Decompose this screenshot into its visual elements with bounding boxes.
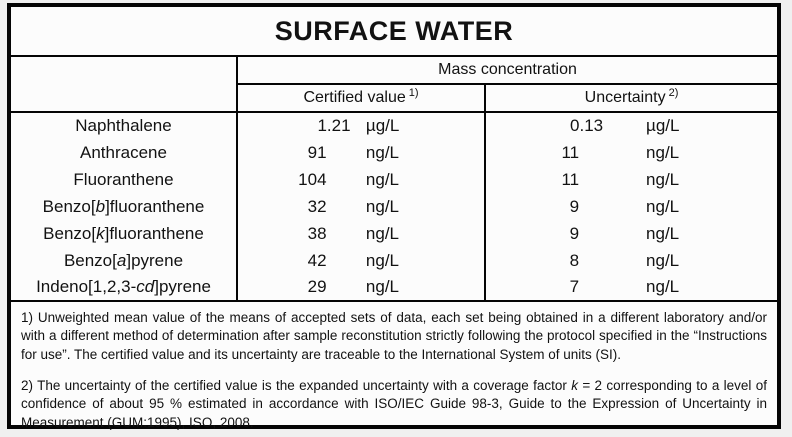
uncertainty-unit: ng/L [646, 250, 680, 270]
substance-name: Benzo[k]fluoranthene [11, 220, 238, 247]
substance-name: Fluoranthene [11, 166, 238, 193]
uncertainty-cell: 9 ng/L [485, 193, 777, 220]
substance-name: Benzo[b]fluoranthene [11, 193, 238, 220]
table-frame: SURFACE WATER Mass concentration Certifi… [7, 3, 781, 437]
table-row: Fluoranthene 104 ng/L 11 ng/L [11, 166, 777, 193]
certified-value-cell: 1.21 µg/L [237, 112, 486, 139]
uncertainty-unit: ng/L [646, 223, 680, 243]
column-header-uncertainty: Uncertainty 2) [485, 84, 778, 113]
uncertainty-cell: 7 ng/L [485, 274, 777, 301]
page-title: SURFACE WATER [11, 7, 778, 57]
certified-unit: ng/L [365, 142, 399, 162]
uncertainty-value: 8 [569, 250, 580, 270]
uncertainty-label: Uncertainty [584, 89, 666, 106]
uncertainty-value: 9 [569, 196, 580, 216]
empty-header-cell [11, 56, 238, 113]
uncertainty-unit: ng/L [646, 277, 680, 296]
substance-name: Benzo[a]pyrene [11, 247, 238, 274]
footnotes-cell: 1) Unweighted mean value of the means of… [11, 299, 778, 437]
footnote-ref-2: 2) [668, 87, 679, 99]
certified-value: 42 [307, 250, 327, 270]
footnote-2: 2) The uncertainty of the certified valu… [21, 378, 768, 430]
certified-unit: ng/L [365, 169, 399, 189]
certified-value-cell: 32 ng/L [237, 193, 486, 220]
column-header-certified-value: Certified value 1) [237, 84, 486, 113]
table-row: Benzo[k]fluoranthene 38 ng/L 9 ng/L [11, 220, 777, 247]
table-row: Indeno[1,2,3-cd]pyrene 29 ng/L 7 ng/L [11, 274, 777, 301]
certified-unit: ng/L [365, 277, 399, 296]
uncertainty-unit: ng/L [646, 142, 680, 162]
uncertainty-unit: ng/L [646, 196, 680, 216]
uncertainty-cell: 11 ng/L [485, 166, 777, 193]
certified-unit: µg/L [365, 116, 400, 135]
uncertainty-cell: 8 ng/L [485, 247, 777, 274]
substance-name: Anthracene [11, 139, 238, 166]
certified-value-label: Certified value [303, 89, 406, 106]
group-header-mass-concentration: Mass concentration [237, 56, 778, 85]
uncertainty-value: 7 [569, 277, 580, 296]
uncertainty-unit: ng/L [646, 169, 680, 189]
table-row: Benzo[a]pyrene 42 ng/L 8 ng/L [11, 247, 777, 274]
certified-unit: ng/L [365, 250, 399, 270]
certified-value: 32 [307, 196, 327, 216]
footnote-1: 1) Unweighted mean value of the means of… [21, 310, 768, 362]
certified-unit: ng/L [365, 196, 399, 216]
certified-value: 104 [298, 169, 327, 189]
certified-value-cell: 104 ng/L [237, 166, 486, 193]
certified-value-cell: 29 ng/L [237, 274, 486, 301]
uncertainty-value: 9 [569, 223, 580, 243]
certified-value: 1.21 [317, 116, 351, 135]
certified-value-cell: 42 ng/L [237, 247, 486, 274]
uncertainty-cell: 0.13 µg/L [485, 112, 777, 139]
certified-value-cell: 91 ng/L [237, 139, 486, 166]
certified-values-table: SURFACE WATER Mass concentration Certifi… [11, 7, 778, 437]
table-row: Benzo[b]fluoranthene 32 ng/L 9 ng/L [11, 193, 777, 220]
table-row: Anthracene 91 ng/L 11 ng/L [11, 139, 777, 166]
certified-value: 38 [307, 223, 327, 243]
uncertainty-value: 11 [561, 169, 580, 189]
substance-name: Naphthalene [11, 112, 238, 139]
uncertainty-unit: µg/L [646, 116, 680, 135]
uncertainty-cell: 9 ng/L [485, 220, 777, 247]
certified-value: 91 [307, 142, 327, 162]
footnote-ref-1: 1) [408, 87, 419, 99]
certified-unit: ng/L [365, 223, 399, 243]
table-row: Naphthalene 1.21 µg/L 0.13 µg/L [11, 112, 777, 139]
uncertainty-cell: 11 ng/L [485, 139, 777, 166]
certified-value-cell: 38 ng/L [237, 220, 486, 247]
substance-name: Indeno[1,2,3-cd]pyrene [11, 274, 238, 301]
certified-value: 29 [307, 277, 327, 296]
uncertainty-value: 11 [561, 142, 580, 162]
uncertainty-value: 0.13 [570, 116, 604, 135]
